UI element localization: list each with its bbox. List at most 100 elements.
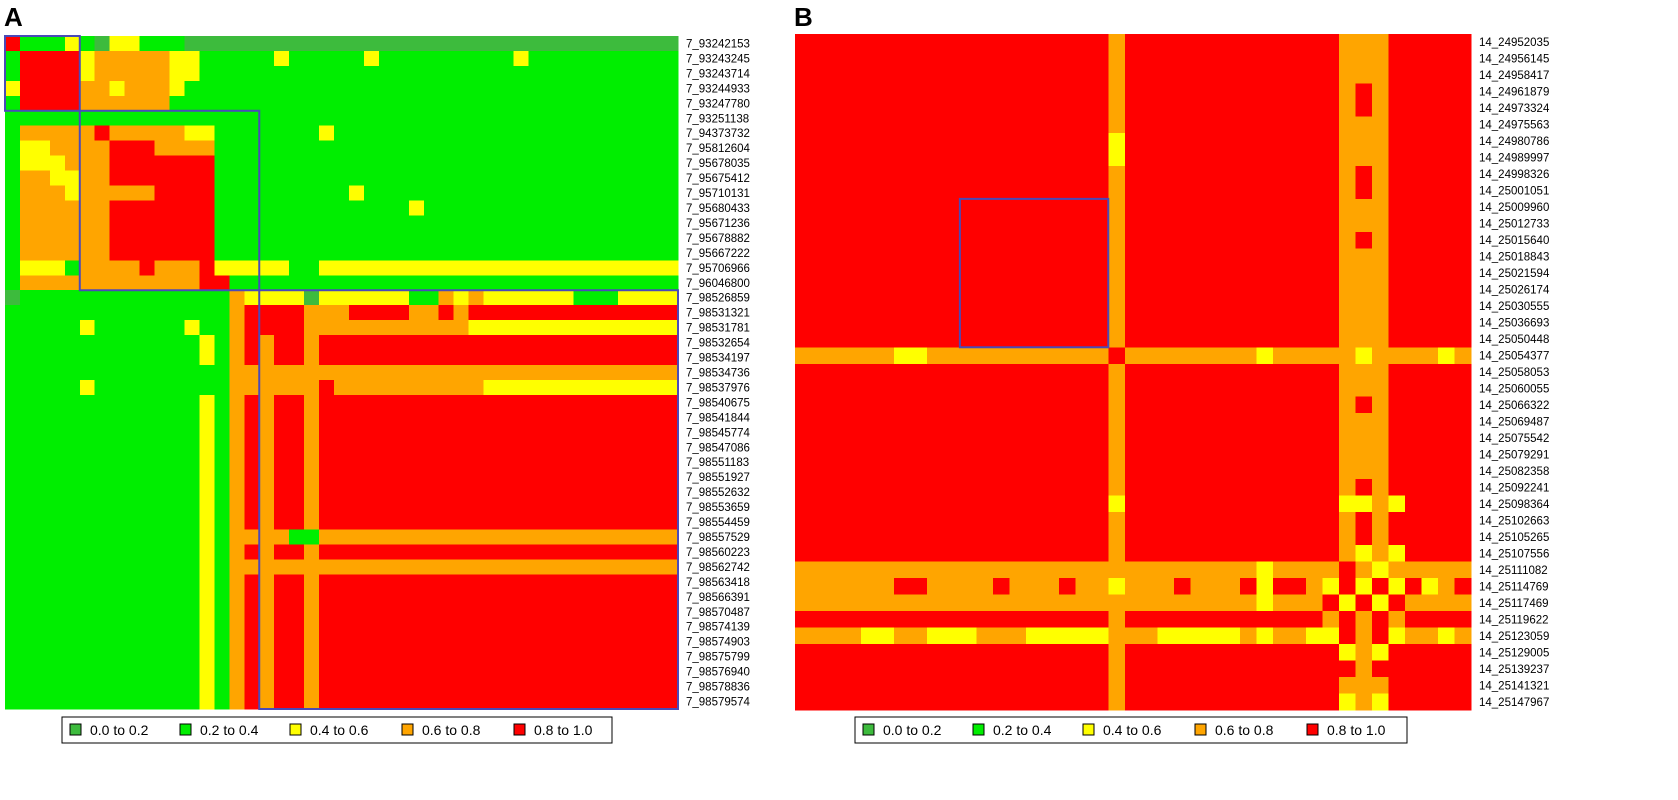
heatmap-a-cell	[588, 634, 604, 650]
heatmap-a-cell	[184, 290, 201, 306]
heatmap-b-cell	[1190, 116, 1208, 134]
heatmap-b-cell	[1174, 297, 1192, 315]
heatmap-b-cell	[1388, 512, 1406, 530]
heatmap-a-cell	[663, 185, 679, 202]
heatmap-b-cell	[1405, 693, 1423, 711]
heatmap-b-cell	[1075, 693, 1093, 711]
heatmap-a-cell	[94, 454, 111, 471]
heatmap-a-cell	[438, 544, 455, 561]
heatmap-a-cell	[289, 185, 305, 202]
heatmap-b-cell	[1174, 116, 1192, 134]
heatmap-a-cell	[393, 664, 410, 680]
heatmap-b-cell	[1207, 264, 1225, 282]
heatmap-a-cell	[169, 454, 186, 471]
heatmap-b-cell	[1025, 297, 1043, 315]
heatmap-a-cell	[558, 275, 574, 291]
heatmap-a-cell	[184, 125, 201, 142]
heatmap-a-cell	[498, 290, 515, 306]
heatmap-a-cell	[274, 694, 290, 710]
heatmap-b-cell	[1042, 182, 1060, 200]
heatmap-a-cell	[139, 290, 156, 306]
heatmap-b-cell	[827, 627, 846, 645]
heatmap-b-cell	[1405, 330, 1423, 348]
heatmap-a-cell	[214, 230, 230, 246]
heatmap-a-cell	[348, 529, 365, 546]
heatmap-a-cell	[528, 215, 544, 232]
heatmap-a-cell	[588, 544, 604, 561]
heatmap-a-cell	[64, 110, 81, 127]
heatmap-a-cell	[319, 200, 335, 217]
heatmap-b-cell	[1438, 462, 1456, 480]
heatmap-a-cell	[378, 275, 395, 291]
heatmap-a-cell	[199, 484, 215, 501]
heatmap-b-cell	[1256, 83, 1274, 101]
heatmap-a-cell	[64, 125, 81, 142]
heatmap-a-cell	[603, 290, 619, 306]
heatmap-a-cell	[34, 305, 51, 321]
heatmap-a-cell	[438, 36, 455, 52]
heatmap-a-cell	[378, 634, 395, 650]
heatmap-a-cell	[483, 409, 500, 426]
heatmap-b-cell	[1091, 281, 1109, 299]
heatmap-b-cell	[1174, 528, 1192, 546]
heatmap-b-cell	[1223, 528, 1241, 546]
heatmap-b-cell	[1240, 347, 1258, 365]
heatmap-b-cell	[976, 363, 994, 381]
heatmap-b-cell	[1273, 83, 1291, 101]
heatmap-b-cell	[1009, 677, 1027, 695]
heatmap-b-cell	[1174, 545, 1192, 563]
heatmap-a-cell	[304, 694, 320, 710]
heatmap-a-cell	[363, 170, 380, 187]
heatmap-a-cell	[618, 604, 634, 620]
heatmap-b-cell	[860, 462, 879, 480]
heatmap-a-cell	[5, 170, 21, 187]
heatmap-b-cell	[795, 83, 813, 101]
heatmap-a-cell	[633, 619, 649, 635]
heatmap-a-cell	[498, 350, 515, 366]
heatmap-a-cell	[363, 36, 380, 52]
heatmap-b-cell	[959, 396, 977, 414]
heatmap-a-cell	[154, 170, 171, 187]
heatmap-a-cell	[603, 335, 619, 351]
heatmap-b-cell	[1157, 677, 1175, 695]
heatmap-b-cell	[1388, 660, 1406, 678]
heatmap-a-cell	[289, 694, 305, 710]
heatmap-a-cell	[334, 604, 350, 620]
heatmap-a-cell	[393, 694, 410, 710]
heatmap-a-cell	[348, 394, 365, 411]
heatmap-a-cell	[79, 125, 96, 142]
heatmap-b-cell	[1256, 182, 1274, 200]
heatmap-b-cell	[1157, 281, 1175, 299]
heatmap-a-cell	[633, 664, 649, 680]
heatmap-a-cell	[274, 230, 290, 246]
heatmap-b-cell	[811, 380, 829, 398]
heatmap-a-cell	[289, 409, 305, 426]
heatmap-a-cell	[184, 275, 201, 291]
heatmap-a-cell	[618, 185, 634, 202]
heatmap-a-cell	[334, 634, 350, 650]
heatmap-a-cell	[603, 260, 619, 276]
heatmap-a-cell	[378, 694, 395, 710]
heatmap-a-cell	[334, 275, 350, 291]
heatmap-b-cell	[910, 297, 928, 315]
heatmap-b-cell	[1372, 83, 1390, 101]
heatmap-a-cell	[244, 514, 260, 531]
heatmap-b-cell	[877, 231, 895, 249]
heatmap-b-cell	[1306, 380, 1324, 398]
heatmap-b-cell	[1075, 528, 1093, 546]
heatmap-b-cell	[1306, 396, 1324, 414]
heatmap-a-cell	[64, 424, 81, 441]
heatmap-a-cell	[289, 619, 305, 635]
heatmap-a-cell	[259, 454, 275, 471]
heatmap-a-cell	[319, 439, 335, 456]
heatmap-a-cell	[154, 514, 171, 531]
heatmap-a-cell	[199, 604, 215, 620]
heatmap-b-cell	[926, 644, 944, 662]
heatmap-b-cell	[1306, 34, 1324, 52]
heatmap-a-cell	[304, 574, 320, 590]
heatmap-a-cell	[513, 574, 530, 590]
heatmap-a-cell	[289, 170, 305, 187]
heatmap-b-cell	[877, 248, 895, 266]
heatmap-a-cell	[289, 365, 305, 381]
heatmap-a-cell	[438, 215, 455, 232]
